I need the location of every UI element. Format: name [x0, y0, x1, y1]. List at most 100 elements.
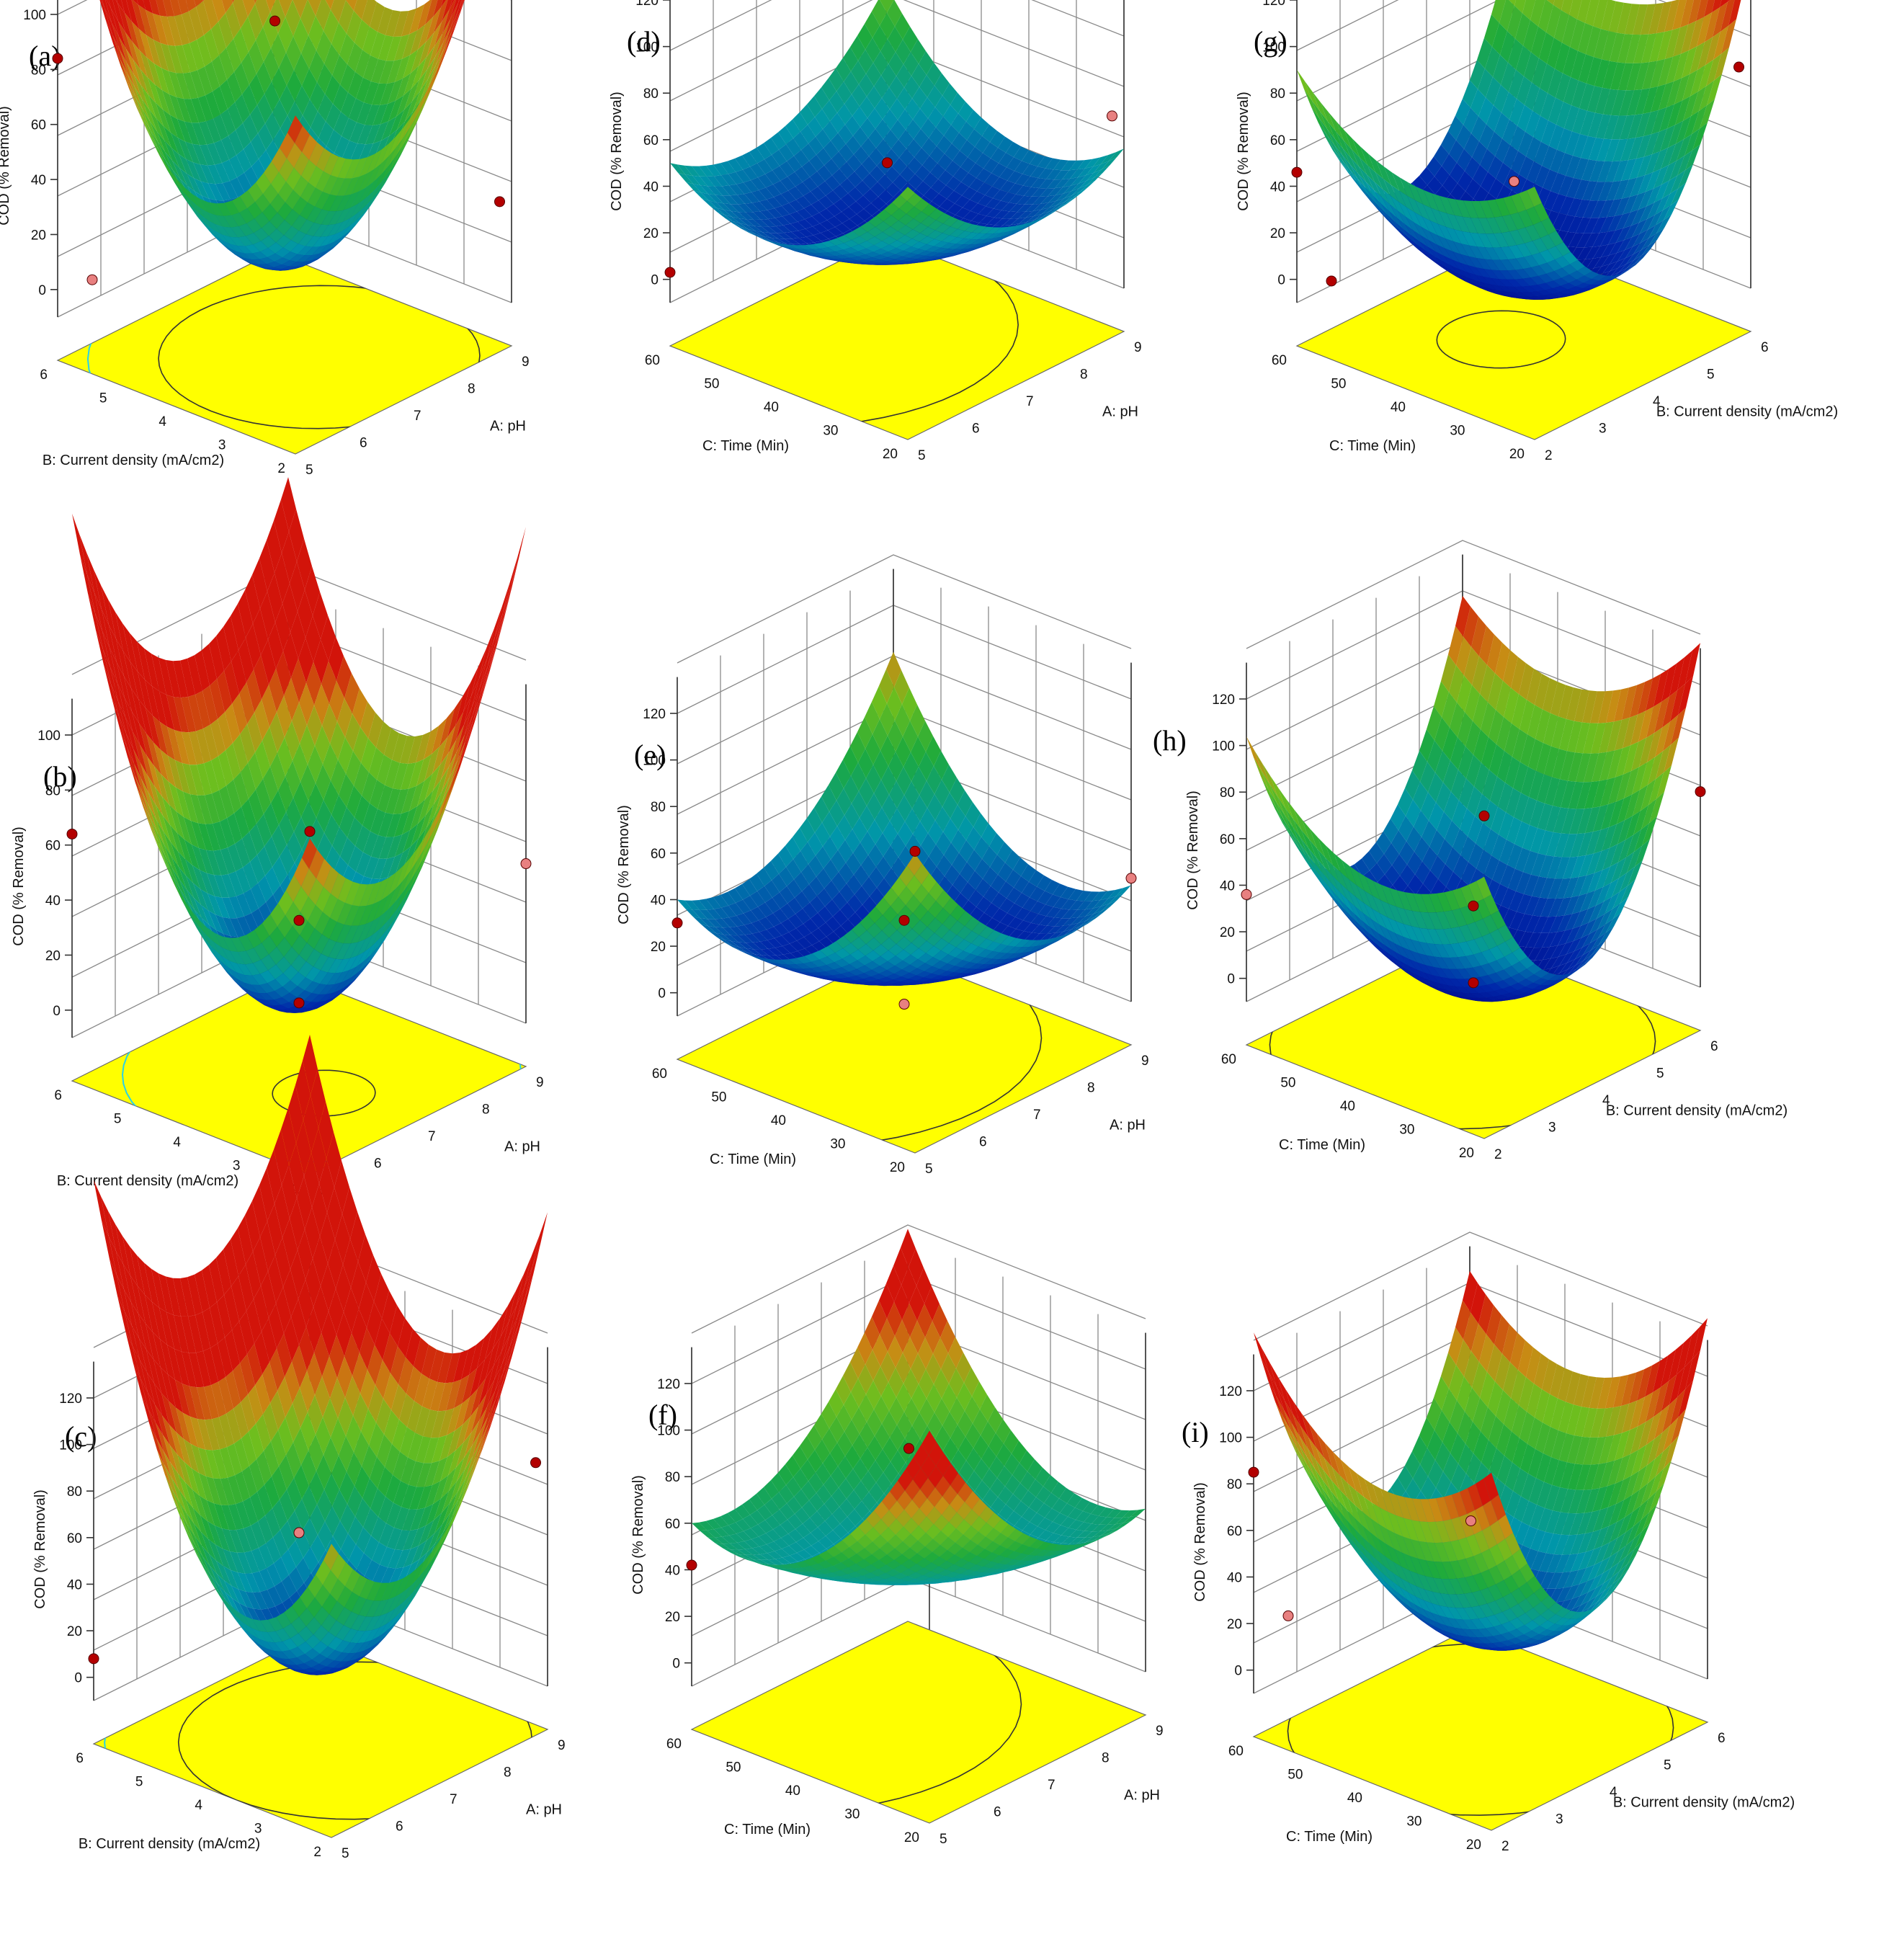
x-tick-label: 7 — [414, 409, 421, 424]
y-axis-label: B: Current density (mA/cm2) — [43, 453, 224, 468]
z-axis-label: COD (% Removal) — [616, 805, 632, 925]
x-tick-label: 7 — [1026, 394, 1034, 409]
z-tick-label: 60 — [31, 118, 46, 133]
x-axis-label: A: pH — [526, 1802, 562, 1818]
z-tick-label: 40 — [45, 894, 61, 909]
z-tick-label: 0 — [53, 1004, 61, 1019]
z-tick-label: 20 — [665, 1610, 680, 1625]
y-tick-label: 4 — [159, 414, 166, 429]
y-axis-label: B: Current density (mA/cm2) — [57, 1173, 238, 1189]
y-tick-label: 20 — [904, 1830, 919, 1845]
x-tick-label: 6 — [979, 1135, 987, 1150]
z-tick-label: 100 — [23, 8, 46, 23]
z-tick-label: 40 — [31, 173, 46, 188]
z-axis-label: COD (% Removal) — [32, 1489, 48, 1609]
x-tick-label: 8 — [1087, 1081, 1095, 1096]
design-point — [899, 999, 909, 1010]
y-axis-label: B: Current density (mA/cm2) — [79, 1836, 260, 1852]
z-tick-label: 60 — [643, 133, 659, 148]
design-point — [672, 918, 682, 928]
z-tick-label: 80 — [643, 86, 659, 102]
x-tick-label: 9 — [1141, 1054, 1149, 1069]
z-tick-label: 100 — [635, 40, 659, 55]
z-tick-label: 120 — [59, 1391, 82, 1407]
y-tick-label: 6 — [76, 1751, 84, 1766]
design-point — [305, 827, 315, 837]
response-surface — [58, 0, 512, 271]
design-point — [531, 1458, 541, 1468]
z-tick-label: 0 — [651, 273, 659, 288]
response-surface — [692, 1229, 1146, 1585]
x-tick-label: 7 — [428, 1129, 436, 1144]
y-tick-label: 50 — [726, 1760, 741, 1776]
x-tick-label: 7 — [1048, 1778, 1055, 1793]
x-tick-label: 5 — [342, 1846, 349, 1861]
x-axis-label: A: pH — [1124, 1788, 1160, 1804]
z-tick-label: 60 — [45, 839, 61, 854]
y-tick-label: 2 — [277, 461, 285, 476]
z-tick-label: 60 — [651, 847, 666, 862]
z-tick-label: 80 — [651, 800, 666, 815]
wall-grid-line — [677, 555, 1131, 663]
design-point — [53, 53, 63, 63]
x-tick-label: 8 — [1102, 1751, 1110, 1766]
y-tick-label: 5 — [114, 1112, 122, 1127]
x-tick-label: 8 — [482, 1102, 490, 1118]
z-tick-label: 120 — [635, 0, 659, 9]
z-tick-label: 80 — [31, 63, 46, 78]
y-axis-label: C: Time (Min) — [710, 1152, 796, 1167]
z-tick-label: 100 — [643, 754, 666, 769]
design-point — [294, 915, 304, 925]
design-point — [294, 998, 304, 1008]
y-tick-label: 30 — [823, 424, 838, 439]
z-tick-label: 80 — [665, 1470, 680, 1485]
y-axis-label: C: Time (Min) — [702, 438, 789, 454]
surface-cell — [495, 582, 510, 636]
z-tick-label: 40 — [643, 179, 659, 195]
y-tick-label: 6 — [54, 1088, 62, 1103]
design-point — [665, 267, 675, 277]
z-tick-label: 60 — [67, 1531, 82, 1546]
y-tick-label: 30 — [844, 1807, 860, 1822]
x-axis-label: A: pH — [1102, 404, 1138, 420]
z-tick-label: 40 — [665, 1563, 680, 1578]
z-tick-label: 120 — [657, 1377, 680, 1392]
x-tick-label: 5 — [305, 463, 313, 478]
y-tick-label: 3 — [254, 1822, 262, 1837]
y-tick-label: 40 — [785, 1783, 800, 1799]
z-tick-label: 0 — [672, 1657, 680, 1672]
response-surface — [670, 0, 1124, 265]
z-tick-label: 0 — [74, 1671, 82, 1686]
y-tick-label: 4 — [195, 1798, 202, 1813]
z-tick-label: 20 — [31, 228, 46, 243]
x-tick-label: 9 — [536, 1075, 544, 1090]
x-tick-label: 8 — [504, 1765, 512, 1781]
z-tick-label: 80 — [45, 783, 61, 798]
design-point — [910, 846, 920, 856]
y-tick-label: 40 — [771, 1113, 786, 1128]
design-point — [294, 1528, 304, 1538]
x-tick-label: 9 — [1134, 340, 1142, 355]
z-tick-label: 20 — [67, 1624, 82, 1639]
y-tick-label: 6 — [40, 368, 48, 383]
z-tick-label: 120 — [643, 707, 666, 722]
y-tick-label: 3 — [233, 1159, 241, 1174]
x-axis-label: A: pH — [504, 1139, 540, 1155]
z-tick-label: 100 — [59, 1438, 82, 1453]
design-point — [883, 158, 893, 168]
z-tick-label: 100 — [37, 729, 61, 744]
y-tick-label: 4 — [173, 1135, 181, 1150]
y-tick-label: 60 — [666, 1737, 682, 1752]
y-tick-label: 2 — [313, 1845, 321, 1860]
design-point — [495, 197, 505, 207]
z-tick-label: 0 — [658, 986, 666, 1002]
x-tick-label: 7 — [450, 1792, 458, 1807]
response-surface — [677, 652, 1131, 986]
